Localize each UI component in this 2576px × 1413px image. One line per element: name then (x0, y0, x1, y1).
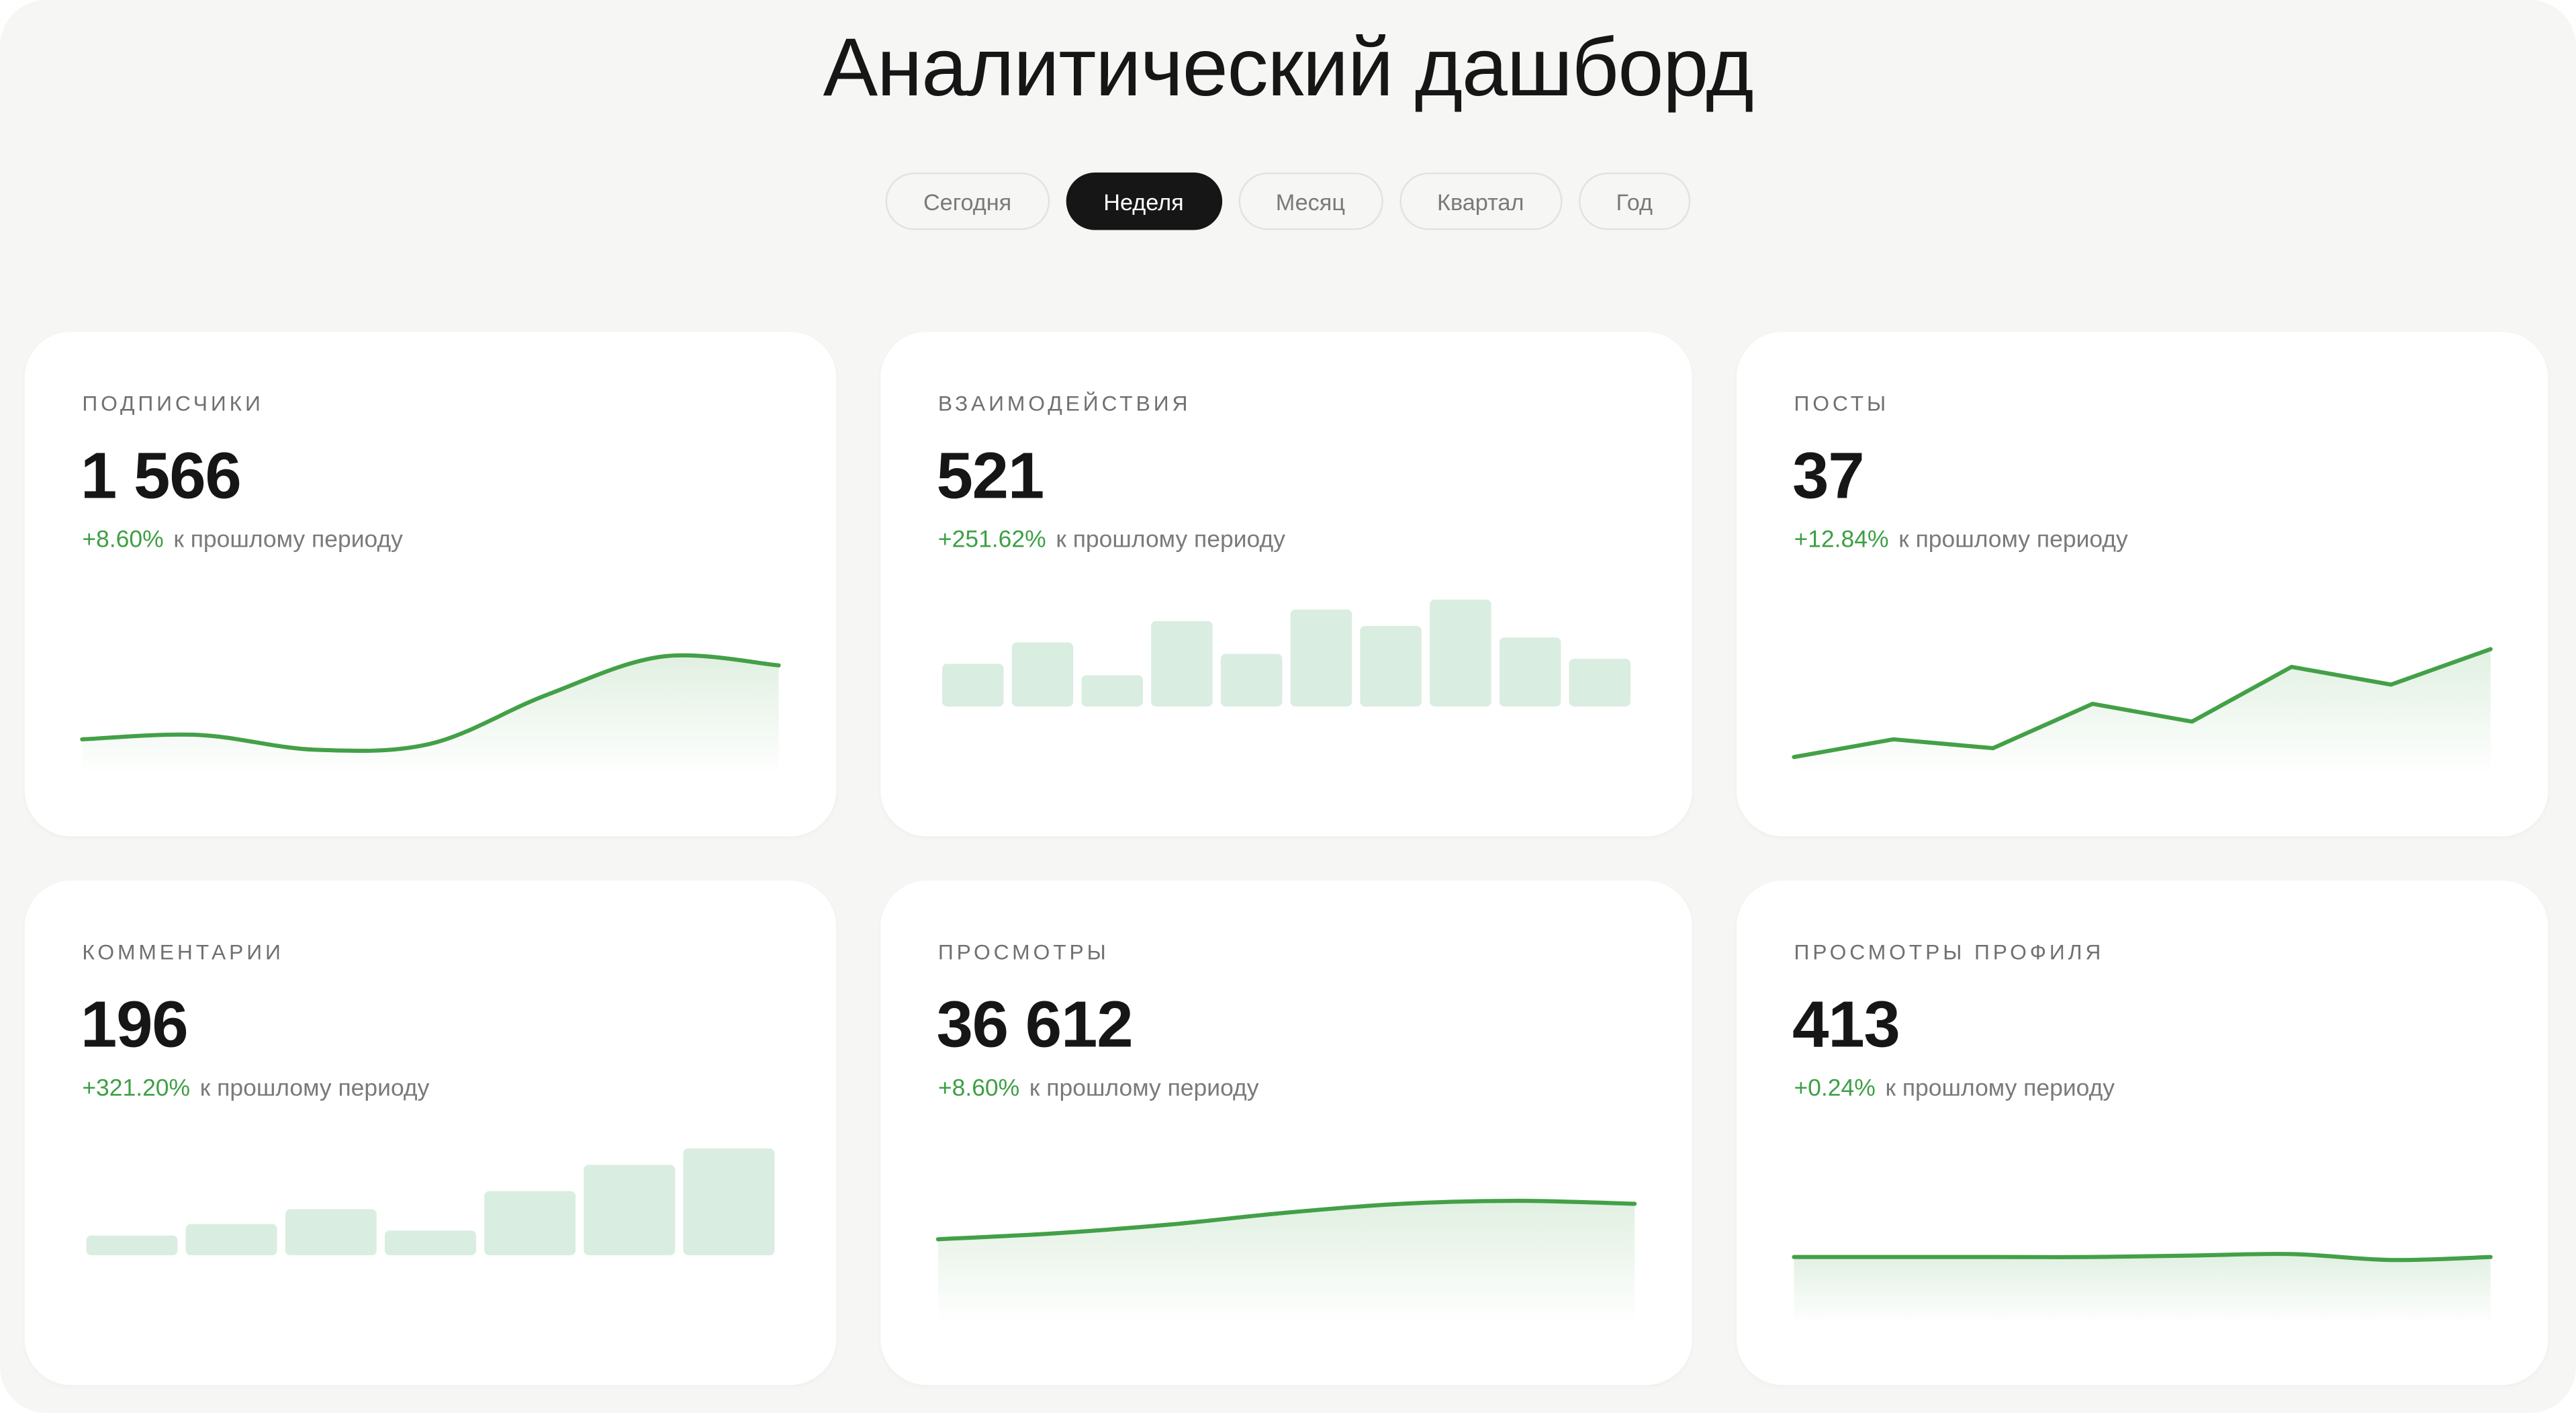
change-percent: +251.62% (937, 527, 1046, 554)
metric-value: 413 (1792, 989, 1900, 1062)
trend-line (1792, 1252, 2493, 1263)
metric-value: 37 (1792, 440, 1865, 513)
bar (1360, 626, 1422, 706)
area-fill (1794, 1254, 2491, 1324)
bar (285, 1209, 377, 1256)
sparkline (1792, 1252, 2493, 1324)
period-tabs: Сегодня Неделя Месяц Квартал Год (0, 172, 2576, 230)
trend-line (80, 653, 781, 754)
bar (384, 1230, 476, 1256)
sparkline (86, 1148, 775, 1256)
change-percent: +8.60% (937, 1076, 1020, 1103)
sparkline (1792, 647, 2493, 776)
period-tab[interactable]: Месяц (1238, 172, 1383, 230)
bar (1430, 599, 1491, 706)
area-fill (1794, 649, 2491, 776)
change-percent: +321.20% (82, 1076, 191, 1103)
metric-value: 521 (936, 440, 1044, 513)
metric-label: КОММЕНТАРИИ (82, 940, 284, 965)
page-title: Аналитический дашборд (823, 21, 1754, 113)
bar (484, 1191, 576, 1256)
bar (1151, 621, 1213, 706)
period-tab[interactable]: Неделя (1065, 172, 1222, 230)
metric-label: ПРОСМОТРЫ ПРОФИЛЯ (1794, 940, 2105, 965)
change-percent: +12.84% (1794, 527, 1889, 554)
change-note: к прошлому периоду (1029, 1076, 1259, 1103)
bar (1290, 609, 1352, 706)
change-note: к прошлому периоду (1898, 527, 2128, 554)
metric-card: ПОСТЫ 37 +12.84% к прошлому периоду (1736, 332, 2548, 837)
change-note: к прошлому периоду (199, 1076, 430, 1103)
change-percent: +8.60% (82, 527, 164, 554)
bar (584, 1165, 676, 1256)
metric-label: ПОДПИСЧИКИ (82, 391, 264, 416)
bar (1081, 675, 1143, 706)
bar (1220, 653, 1283, 706)
metric-card: ПОДПИСЧИКИ 1 566 +8.60% к прошлому периоду (24, 332, 837, 837)
period-tab[interactable]: Сегодня (885, 172, 1050, 230)
trend-line (1792, 647, 2493, 760)
bar (683, 1148, 775, 1256)
change-note: к прошлому периоду (1885, 1076, 2115, 1103)
period-tab[interactable]: Год (1578, 172, 1691, 230)
change-note: к прошлому периоду (1056, 527, 1285, 554)
area-fill (82, 655, 779, 776)
bar (942, 664, 1004, 706)
area-fill (937, 1201, 1635, 1324)
metric-change: +321.20% к прошлому периоду (82, 1076, 429, 1102)
sparkline (942, 599, 1631, 706)
bar (185, 1224, 277, 1256)
change-percent: +0.24% (1794, 1076, 1876, 1103)
metric-change: +8.60% к прошлому периоду (938, 1076, 1259, 1102)
metric-change: +12.84% к прошлому периоду (1794, 527, 2127, 553)
metric-value: 1 566 (80, 440, 242, 513)
bar (1569, 659, 1631, 706)
metric-value: 196 (80, 989, 189, 1062)
metric-change: +8.60% к прошлому периоду (82, 527, 403, 553)
metric-card: ПРОСМОТРЫ 36 612 +8.60% к прошлому периоду (880, 880, 1692, 1385)
bar (86, 1235, 178, 1256)
metric-card: ВЗАИМОДЕЙСТВИЯ 521 +251.62% к прошлому пери… (880, 332, 1692, 837)
metric-label: ВЗАИМОДЕЙСТВИЯ (937, 391, 1191, 416)
sparkline (935, 1199, 1637, 1324)
period-tab[interactable]: Квартал (1399, 172, 1562, 230)
metric-label: ПОСТЫ (1794, 391, 1890, 416)
metric-change: +251.62% к прошлому периоду (938, 527, 1285, 553)
trend-line (935, 1199, 1637, 1242)
bar (1499, 637, 1561, 706)
sparkline (80, 653, 781, 776)
metric-label: ПРОСМОТРЫ (937, 940, 1109, 965)
bar (1011, 642, 1074, 706)
metric-card: ПРОСМОТРЫ ПРОФИЛЯ 413 +0.24% к прошлому пер… (1736, 880, 2548, 1385)
change-note: к прошлому периоду (173, 527, 403, 554)
metric-value: 36 612 (936, 989, 1133, 1062)
metric-card: КОММЕНТАРИИ 196 +321.20% к прошлому периоду (24, 880, 837, 1385)
metric-change: +0.24% к прошлому периоду (1794, 1076, 2115, 1102)
